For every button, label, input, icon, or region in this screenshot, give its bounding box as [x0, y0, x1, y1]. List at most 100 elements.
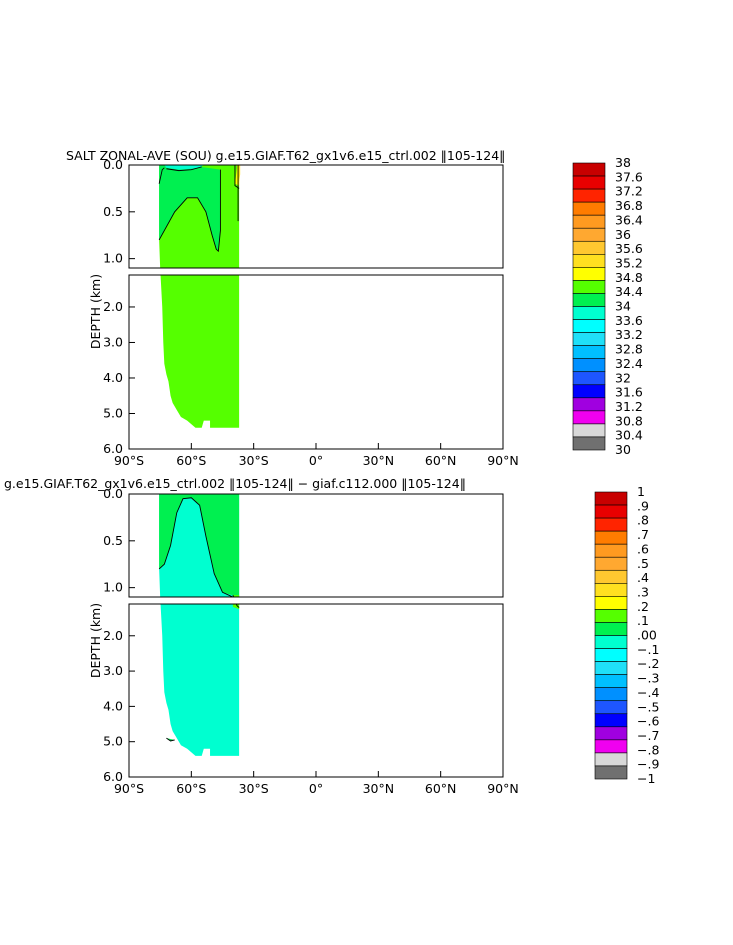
- upper-frame: [128, 164, 504, 269]
- colorbar-label: .8: [637, 513, 649, 528]
- x-tick-label: 0°: [309, 781, 323, 796]
- colorbar-label: .5: [637, 556, 649, 571]
- y-tick-label: 6.0: [103, 441, 123, 456]
- colorbar-swatch: [594, 648, 628, 662]
- colorbar-swatch: [594, 517, 628, 532]
- colorbar-swatch: [572, 306, 606, 320]
- colorbar-label: 32.4: [615, 356, 643, 371]
- colorbar-swatch: [594, 622, 628, 636]
- region-2: [164, 165, 204, 170]
- x-tick-label: 90°N: [487, 453, 519, 468]
- colorbar-swatch: [572, 267, 606, 281]
- x-tick-label: 90°S: [114, 453, 144, 468]
- colorbar-swatch: [594, 739, 628, 754]
- x-tick-label: 60°S: [176, 453, 206, 468]
- colorbar-label: 30.4: [615, 428, 643, 443]
- colorbar-label: 32: [615, 370, 631, 385]
- colorbar-label: −1: [637, 771, 655, 786]
- colorbar-swatch: [572, 384, 606, 399]
- colorbar-label: −.7: [637, 728, 659, 743]
- colorbar-swatch: [594, 726, 628, 741]
- panel-title: g.e15.GIAF.T62_gx1v6.e15_ctrl.002 ‖105-1…: [4, 476, 466, 491]
- colorbar-label: 37.6: [615, 169, 643, 184]
- y-axis-ticks: 0.0 0.5 1.0 2.0 3.0 4.0 5.0 6.0: [103, 486, 135, 784]
- colorbar-swatch: [594, 765, 628, 780]
- salt-zonal-ave-panel: SALT ZONAL-AVE (SOU) g.e15.GIAF.T62_gx1v…: [66, 148, 643, 468]
- colorbar-label: 33.2: [615, 327, 643, 342]
- colorbar-label: .7: [637, 527, 649, 542]
- y-tick-label: 6.0: [103, 769, 123, 784]
- colorbar-swatch: [594, 635, 628, 649]
- contour: [158, 169, 221, 253]
- y-axis-label: DEPTH (km): [88, 603, 103, 678]
- y-tick-label: 5.0: [103, 405, 123, 420]
- colorbar-label: 30.8: [615, 413, 643, 428]
- region-1: [159, 494, 240, 597]
- colorbar: 3837.637.236.836.43635.635.234.834.43433…: [572, 155, 643, 457]
- colorbar-label: −.4: [637, 685, 659, 700]
- colorbar-label: 37.2: [615, 184, 643, 199]
- colorbar: 1.9.8.7.6.5.4.3.2.1.00−.1−.2−.3−.4−.5−.6…: [594, 484, 659, 786]
- colorbar-swatch: [572, 423, 606, 438]
- colorbar-label: 1: [637, 484, 645, 499]
- data-regions: [159, 165, 241, 428]
- y-tick-label: 2.0: [103, 299, 123, 314]
- colorbar-label: −.2: [637, 656, 659, 671]
- colorbar-label: .6: [637, 541, 649, 556]
- colorbar-label: −.5: [637, 699, 659, 714]
- y-tick-label: 3.0: [103, 334, 123, 349]
- x-tick-label: 30°N: [363, 781, 395, 796]
- y-tick-label: 4.0: [103, 698, 123, 713]
- y-tick-label: 1.0: [103, 251, 123, 266]
- colorbar-label: −.9: [637, 757, 659, 772]
- x-tick-label: 30°N: [363, 453, 395, 468]
- y-tick-label: 3.0: [103, 663, 123, 678]
- colorbar-swatch: [594, 543, 628, 558]
- colorbar-label: 36.4: [615, 212, 643, 227]
- colorbar-swatch: [594, 687, 628, 702]
- colorbar-swatch: [572, 227, 606, 242]
- colorbar-swatch: [572, 371, 606, 386]
- colorbar-label: .00: [637, 628, 657, 643]
- colorbar-label: .3: [637, 584, 649, 599]
- x-tick-label: 30°S: [239, 781, 269, 796]
- colorbar-swatch: [572, 397, 606, 412]
- colorbar-swatch: [594, 661, 628, 675]
- colorbar-swatch: [572, 319, 606, 333]
- colorbar-label: 31.2: [615, 399, 643, 414]
- colorbar-swatch: [572, 345, 606, 359]
- colorbar-swatch: [572, 240, 606, 255]
- colorbar-label: 34.8: [615, 270, 643, 285]
- y-tick-label: 0.0: [103, 157, 123, 172]
- colorbar-label: 36.8: [615, 198, 643, 213]
- contour: [158, 167, 165, 184]
- y-tick-label: 5.0: [103, 734, 123, 749]
- colorbar-label: −.8: [637, 742, 659, 757]
- colorbar-label: .4: [637, 570, 649, 585]
- colorbar-label: .9: [637, 498, 649, 513]
- colorbar-label: .1: [637, 613, 649, 628]
- colorbar-label: 30: [615, 442, 631, 457]
- colorbar-swatch: [572, 436, 606, 451]
- colorbar-label: 38: [615, 155, 631, 170]
- colorbar-swatch: [594, 596, 628, 610]
- panel-title: SALT ZONAL-AVE (SOU) g.e15.GIAF.T62_gx1v…: [66, 148, 505, 163]
- contour: [166, 737, 175, 742]
- colorbar-swatch: [594, 583, 628, 597]
- x-tick-label: 60°N: [425, 781, 457, 796]
- colorbar-label: 35.2: [615, 255, 643, 270]
- colorbar-swatch: [594, 609, 628, 623]
- x-tick-label: 60°N: [425, 453, 457, 468]
- x-tick-label: 90°S: [114, 781, 144, 796]
- colorbar-swatch: [572, 332, 606, 346]
- colorbar-swatch: [594, 530, 628, 545]
- y-axis-ticks: 0.0 0.5 1.0 2.0 3.0 4.0 5.0 6.0: [103, 157, 135, 456]
- x-tick-label: 30°S: [239, 453, 269, 468]
- x-tick-label: 60°S: [176, 781, 206, 796]
- y-tick-label: 0.0: [103, 486, 123, 501]
- colorbar-label: .2: [637, 599, 649, 614]
- colorbar-label: −.6: [637, 714, 659, 729]
- contour: [158, 497, 240, 598]
- salt-difference-panel: g.e15.GIAF.T62_gx1v6.e15_ctrl.002 ‖105-1…: [4, 476, 659, 796]
